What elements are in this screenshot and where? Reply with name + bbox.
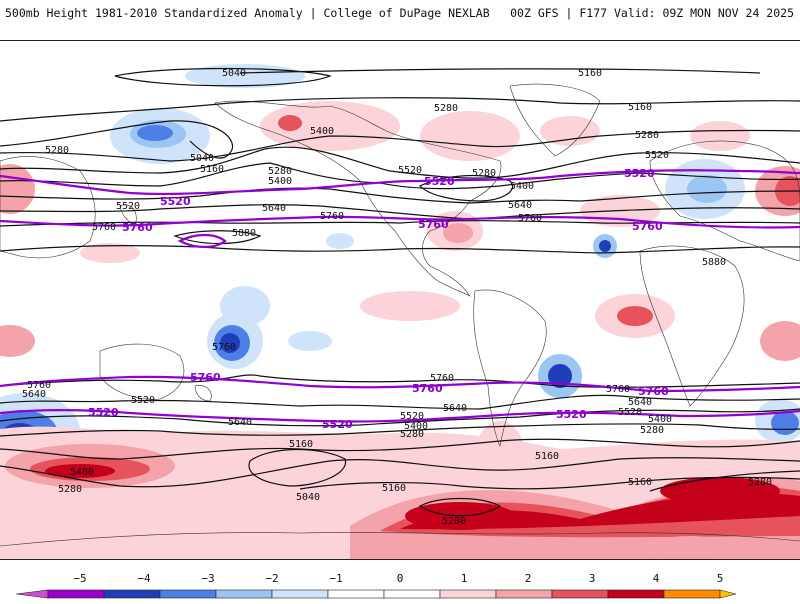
highlight-label-5760: 5760 <box>418 218 449 231</box>
highlight-label-5760: 5760 <box>638 385 669 398</box>
contour-label-5280: 5280 <box>748 477 772 488</box>
contour-label-5400: 5400 <box>268 176 292 187</box>
legend-tick: 4 <box>653 572 660 585</box>
legend-tick: 5 <box>717 572 724 585</box>
contour-label-5640: 5640 <box>628 397 652 408</box>
contour-label-5400: 5400 <box>404 421 428 432</box>
anomaly-map[interactable]: 5040 5160 5160 5280 5280 5400 5280 5040 … <box>0 40 800 560</box>
contour-label-5400: 5400 <box>648 414 672 425</box>
highlight-label-5760: 5760 <box>632 220 663 233</box>
highlight-label-5520: 5520 <box>556 408 587 421</box>
contour-label-5160: 5160 <box>200 164 224 175</box>
contour-label-5760: 5760 <box>518 213 542 224</box>
contour-label-5760: 5760 <box>606 384 630 395</box>
contour-label-5880: 5880 <box>232 228 256 239</box>
contour-label-5160: 5160 <box>382 483 406 494</box>
legend-arrow-right <box>719 589 737 599</box>
highlight-label-5520: 5520 <box>424 175 455 188</box>
contour-label-5640: 5640 <box>22 389 46 400</box>
contour-label-5760: 5760 <box>92 222 116 233</box>
highlight-label-5520: 5520 <box>88 406 119 419</box>
contour-labels: 5040 5160 5160 5280 5280 5400 5280 5040 … <box>22 68 772 527</box>
model-run-info: 00Z GFS | F177 Valid: 09Z MON NOV 24 202… <box>510 6 794 20</box>
legend-ticks: −5 −4 −3 −2 −1 0 1 2 3 4 5 <box>73 572 723 585</box>
contour-label-5280: 5280 <box>58 484 82 495</box>
contour-label-5640: 5640 <box>228 417 252 428</box>
contour-label-5640: 5640 <box>508 200 532 211</box>
contour-label-5520: 5520 <box>116 201 140 212</box>
legend-swatch <box>495 589 553 599</box>
legend-swatch <box>663 589 721 599</box>
contour-label-5160: 5160 <box>628 477 652 488</box>
contour-label-5280: 5280 <box>400 429 424 440</box>
legend-swatch <box>383 589 441 599</box>
contour-label-5160: 5160 <box>628 102 652 113</box>
contour-label-5640: 5640 <box>443 403 467 414</box>
legend-tick: −2 <box>265 572 278 585</box>
contour-label-5280: 5280 <box>442 516 466 527</box>
legend-swatch <box>215 589 273 599</box>
contour-label-5040: 5040 <box>190 153 214 164</box>
highlight-label-5520: 5520 <box>322 418 353 431</box>
highlight-label-5760: 5760 <box>190 371 221 384</box>
legend-tick: −4 <box>137 572 151 585</box>
contour-label-5280: 5280 <box>434 103 458 114</box>
highlight-label-5760: 5760 <box>122 221 153 234</box>
contour-label-5280: 5280 <box>640 425 664 436</box>
contour-label-5760: 5760 <box>430 373 454 384</box>
legend-swatch <box>47 589 105 599</box>
contour-label-5520: 5520 <box>400 411 424 422</box>
contour-label-5400: 5400 <box>70 467 94 478</box>
contour-label-5280: 5280 <box>268 166 292 177</box>
contour-label-5280: 5280 <box>635 130 659 141</box>
map-title: 500mb Height 1981-2010 Standardized Anom… <box>5 6 490 20</box>
contour-label-5160: 5160 <box>578 68 602 79</box>
highlight-label-5520: 5520 <box>624 167 655 180</box>
legend-tick: 2 <box>525 572 532 585</box>
highlight-label-5760: 5760 <box>412 382 443 395</box>
highlight-label-5520: 5520 <box>160 195 191 208</box>
legend-tick: 0 <box>397 572 404 585</box>
contour-label-5040: 5040 <box>296 492 320 503</box>
contour-label-5280: 5280 <box>45 145 69 156</box>
coastlines <box>0 83 800 547</box>
contour-label-5040: 5040 <box>222 68 246 79</box>
legend-swatch <box>551 589 609 599</box>
legend-colorbar <box>15 589 737 599</box>
legend-swatch <box>271 589 329 599</box>
contour-label-5160: 5160 <box>289 439 313 450</box>
anomaly-legend: −5 −4 −3 −2 −1 0 1 2 3 4 5 <box>0 570 800 600</box>
contour-label-5760: 5760 <box>320 211 344 222</box>
contour-label-5400: 5400 <box>310 126 334 137</box>
contour-label-5520: 5520 <box>618 407 642 418</box>
legend-swatch <box>159 589 217 599</box>
contour-label-5520: 5520 <box>645 150 669 161</box>
legend-arrow-left <box>15 589 49 599</box>
contour-label-5520: 5520 <box>131 395 155 406</box>
highlight-contours <box>0 169 800 423</box>
legend-tick: 1 <box>461 572 468 585</box>
contour-label-5400: 5400 <box>510 181 534 192</box>
contour-label-5640: 5640 <box>262 203 286 214</box>
contour-label-5760: 5760 <box>27 380 51 391</box>
legend-swatch <box>607 589 665 599</box>
legend-swatch <box>103 589 161 599</box>
contour-label-5280: 5280 <box>472 168 496 179</box>
legend-tick: −1 <box>329 572 342 585</box>
contour-label-5160: 5160 <box>535 451 559 462</box>
legend-swatch <box>327 589 385 599</box>
contour-label-5880: 5880 <box>702 257 726 268</box>
legend-tick: 3 <box>589 572 596 585</box>
legend-tick: −5 <box>73 572 86 585</box>
contour-label-5760: 5760 <box>212 342 236 353</box>
legend-swatch <box>439 589 497 599</box>
legend-tick: −3 <box>201 572 214 585</box>
contour-label-5520: 5520 <box>398 165 422 176</box>
